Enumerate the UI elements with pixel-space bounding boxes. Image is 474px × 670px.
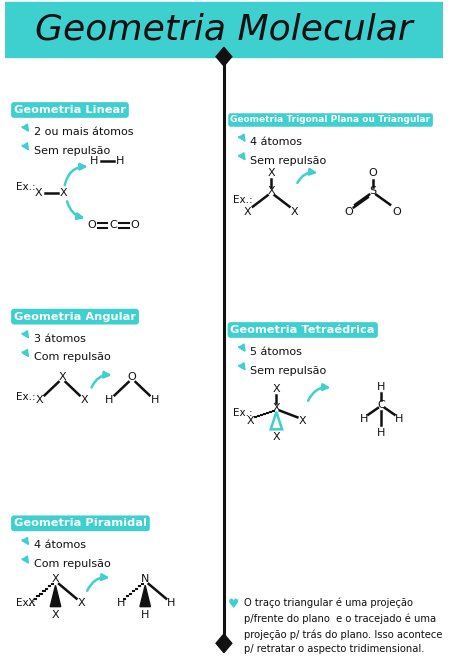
Text: 5 átomos: 5 átomos [250,347,302,357]
Text: X: X [291,207,299,217]
Text: Ex.:: Ex.: [233,408,252,418]
Text: X: X [267,168,275,178]
Text: O: O [344,207,353,217]
Text: C: C [109,220,117,230]
Text: 3 átomos: 3 átomos [34,334,85,344]
Text: 4 átomos: 4 átomos [34,540,86,550]
Polygon shape [216,48,232,66]
Text: Ex.:: Ex.: [16,392,36,401]
Text: Geometria Angular: Geometria Angular [14,312,136,322]
Bar [5,2,443,57]
Text: Geometria Linear: Geometria Linear [14,105,126,115]
Text: Sem repulsão: Sem repulsão [250,155,327,165]
Text: H: H [90,156,98,166]
Polygon shape [216,634,232,653]
Text: H: H [167,598,175,608]
Text: Sem repulsão: Sem repulsão [250,366,327,376]
Text: 2 ou mais átomos: 2 ou mais átomos [34,127,133,137]
Text: H: H [360,413,368,423]
Text: X: X [244,207,251,217]
Text: H: H [116,156,124,166]
Text: H: H [151,395,159,405]
Text: Geometria Trigonal Plana ou Triangular: Geometria Trigonal Plana ou Triangular [230,115,430,125]
Text: C: C [377,400,385,410]
Text: X: X [246,416,254,426]
Text: S: S [369,186,376,196]
Text: X: X [78,598,86,608]
Polygon shape [50,586,61,606]
Text: H: H [377,382,385,392]
Text: X: X [267,186,275,196]
Text: X: X [36,395,43,405]
Text: Com repulsão: Com repulsão [34,559,110,569]
Text: X: X [27,598,35,608]
Text: X: X [81,395,89,405]
Text: Geometria Molecular: Geometria Molecular [35,12,413,46]
Text: X: X [273,403,280,413]
Text: O: O [368,168,377,178]
Text: N: N [141,574,149,584]
Text: H: H [117,598,125,608]
Text: X: X [58,372,66,382]
Text: Sem repulsão: Sem repulsão [34,145,110,155]
Text: H: H [105,395,113,405]
Text: Geometria Tetraédrica: Geometria Tetraédrica [230,325,375,335]
Text: X: X [60,188,67,198]
Text: ♥: ♥ [228,598,239,611]
Text: X: X [299,416,307,426]
Polygon shape [140,586,150,606]
Text: X: X [52,574,59,584]
Text: H: H [141,610,149,620]
Text: Geometria Piramidal: Geometria Piramidal [14,519,147,529]
Text: H: H [377,428,385,438]
Text: Ex.:: Ex.: [16,182,36,192]
Text: X: X [52,610,59,620]
Text: X: X [34,188,42,198]
Text: O: O [131,220,139,230]
Text: X: X [273,431,280,442]
Text: O: O [128,372,137,382]
Text: H: H [395,413,403,423]
Text: Ex.:: Ex.: [16,598,36,608]
Text: O traço triangular é uma projeção
p/frente do plano  e o tracejado é uma
projeçã: O traço triangular é uma projeção p/fren… [244,598,442,655]
Text: Ex.:: Ex.: [233,195,252,205]
Text: 4 átomos: 4 átomos [250,137,302,147]
Text: X: X [273,385,280,395]
Text: Com repulsão: Com repulsão [34,352,110,362]
Text: O: O [392,207,401,217]
Text: O: O [87,220,96,230]
